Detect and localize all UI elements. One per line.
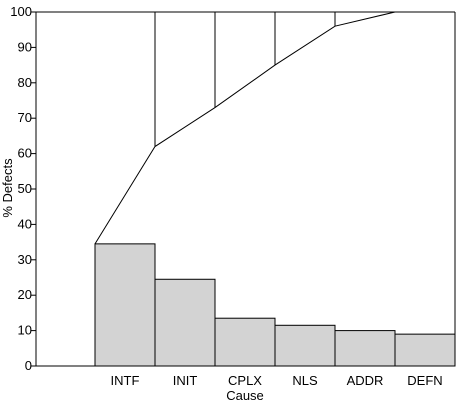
x-tick-label: CPLX bbox=[228, 373, 262, 388]
bar-defn bbox=[394, 333, 456, 367]
x-tick-label: INIT bbox=[173, 373, 198, 388]
bar-nls bbox=[274, 324, 336, 367]
x-tick-label: ADDR bbox=[347, 373, 384, 388]
x-axis-title: Cause bbox=[226, 388, 264, 403]
y-tick-label: 100 bbox=[10, 4, 32, 19]
y-tick-label: 70 bbox=[18, 110, 32, 125]
y-tick-label: 50 bbox=[18, 181, 32, 196]
y-tick-label: 0 bbox=[25, 358, 32, 373]
x-axis-labels: INTF INIT CPLX NLS ADDR DEFN bbox=[111, 373, 443, 388]
x-tick-label: INTF bbox=[111, 373, 140, 388]
bars-group bbox=[94, 243, 456, 367]
cumulative-line bbox=[94, 11, 396, 245]
cumulative-line-group bbox=[94, 11, 396, 245]
y-axis-ticks: 0 10 20 30 40 50 60 70 80 90 100 bbox=[10, 4, 36, 373]
y-tick-label: 80 bbox=[18, 75, 32, 90]
y-tick-label: 20 bbox=[18, 287, 32, 302]
bar-intf bbox=[94, 243, 156, 367]
x-tick-label: NLS bbox=[292, 373, 318, 388]
bar-cplx bbox=[214, 317, 276, 367]
y-axis-title: % Defects bbox=[0, 158, 15, 218]
x-tick-label: DEFN bbox=[407, 373, 442, 388]
y-tick-label: 10 bbox=[18, 323, 32, 338]
y-tick-label: 40 bbox=[18, 216, 32, 231]
y-tick-label: 90 bbox=[18, 39, 32, 54]
bar-init bbox=[154, 278, 216, 367]
y-tick-label: 30 bbox=[18, 252, 32, 267]
bar-addr bbox=[334, 330, 396, 367]
y-tick-label: 60 bbox=[18, 146, 32, 161]
